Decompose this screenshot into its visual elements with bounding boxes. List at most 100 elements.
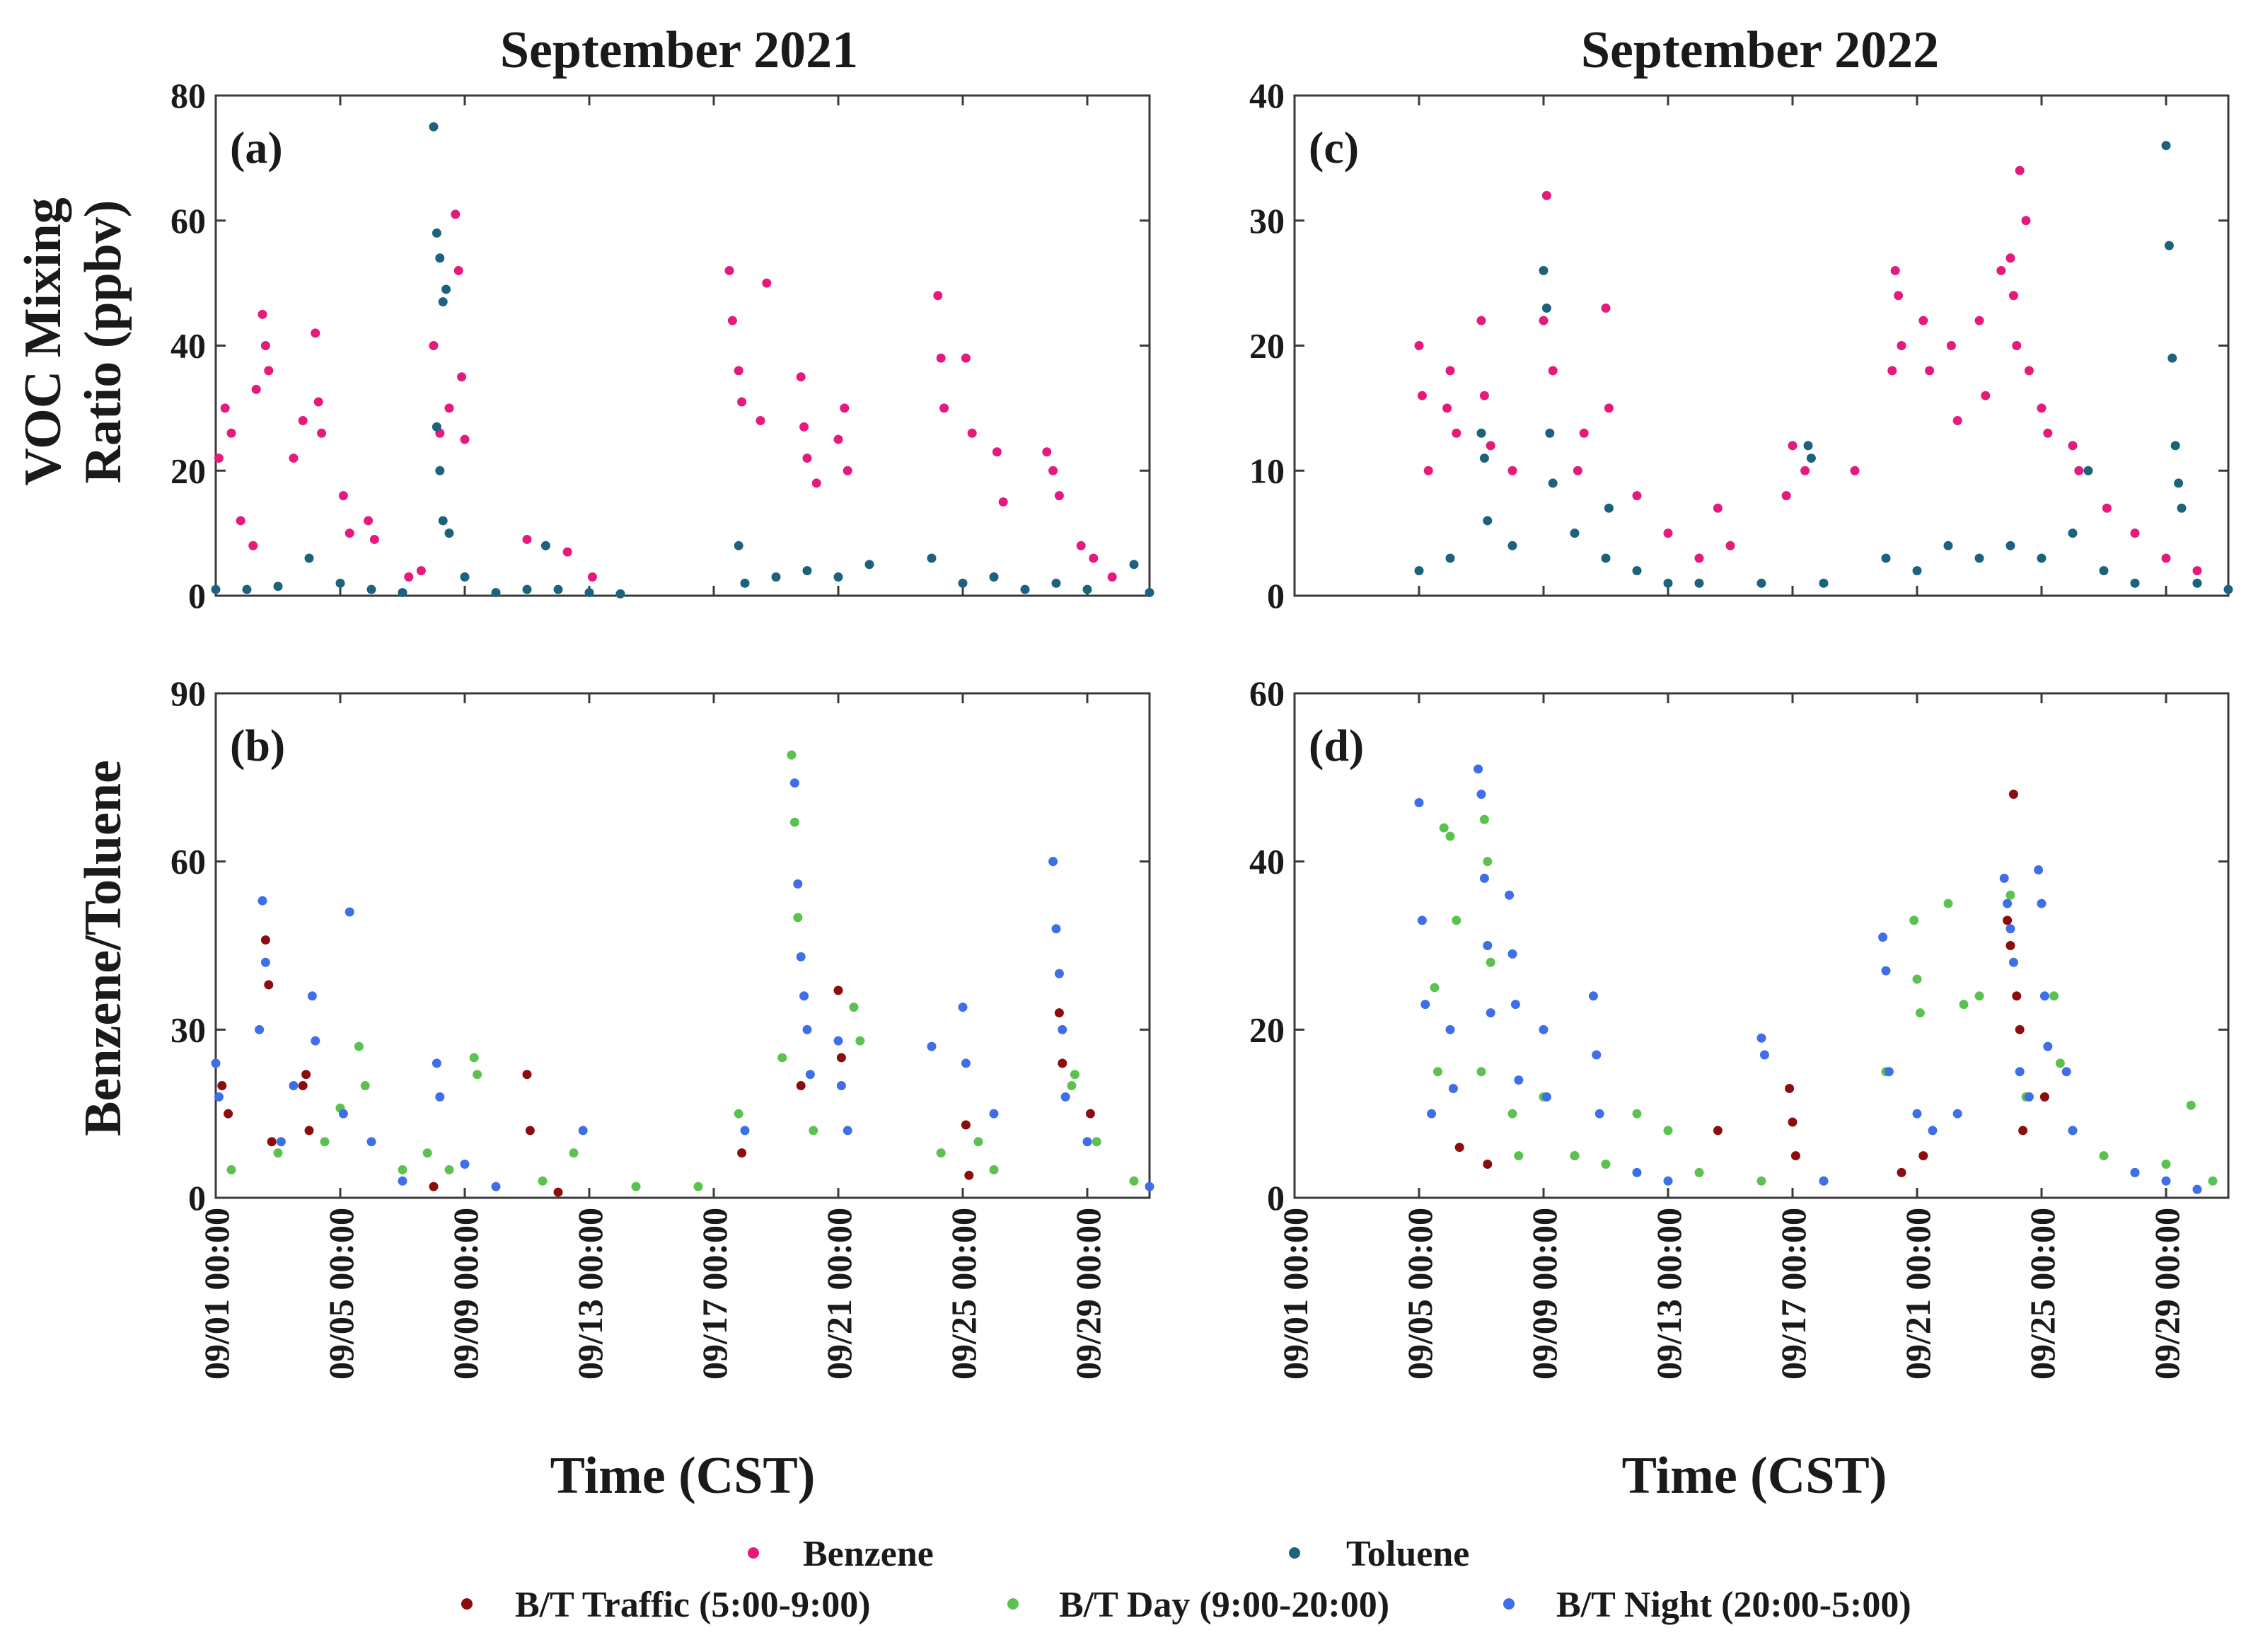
point-c-benzene-28 <box>1894 291 1904 301</box>
ytick-label-b-1: 30 <box>170 1010 206 1049</box>
point-c-toluene-4 <box>1483 516 1493 526</box>
point-a-benzene-27 <box>522 534 532 544</box>
point-c-benzene-6 <box>1476 316 1486 325</box>
point-c-benzene-23 <box>1788 441 1798 451</box>
point-b-bt_traffic-15 <box>836 1053 846 1063</box>
point-c-toluene-24 <box>2005 541 2015 550</box>
point-a-toluene-16 <box>460 572 470 582</box>
point-c-benzene-46 <box>2074 466 2084 475</box>
point-b-bt_night-15 <box>460 1159 470 1169</box>
point-b-bt_night-34 <box>1054 969 1064 978</box>
point-b-bt_traffic-20 <box>1085 1109 1095 1119</box>
ytick-label-d-3: 60 <box>1249 674 1285 713</box>
point-c-benzene-50 <box>2192 566 2202 576</box>
xtick-label-d-2: 09/09 00:00 <box>1524 1208 1564 1380</box>
point-c-toluene-1 <box>1445 553 1455 563</box>
point-c-benzene-35 <box>1981 391 1991 400</box>
point-a-toluene-1 <box>242 584 252 594</box>
point-d-bt_night-30 <box>1952 1109 1962 1119</box>
point-b-bt_traffic-6 <box>301 1070 311 1080</box>
point-d-bt_night-42 <box>2068 1126 2078 1136</box>
point-c-toluene-18 <box>1806 454 1816 463</box>
point-b-bt_day-22 <box>855 1036 865 1046</box>
point-b-bt_night-0 <box>211 1058 221 1068</box>
point-c-toluene-19 <box>1819 578 1829 588</box>
point-d-bt_day-9 <box>1507 1109 1517 1119</box>
point-a-toluene-29 <box>927 553 937 563</box>
point-a-benzene-18 <box>404 572 414 582</box>
point-c-benzene-4 <box>1445 366 1455 376</box>
point-b-bt_traffic-4 <box>267 1137 277 1147</box>
ylabel-benzene-toluene: Benzene/Toluene <box>74 760 132 1136</box>
point-d-bt_night-20 <box>1632 1167 1642 1177</box>
point-a-benzene-49 <box>998 497 1008 507</box>
point-c-toluene-29 <box>2130 578 2140 588</box>
point-a-benzene-2 <box>226 428 236 438</box>
point-a-toluene-22 <box>615 589 625 599</box>
point-c-toluene-22 <box>1943 541 1953 550</box>
point-a-toluene-5 <box>366 584 376 594</box>
point-d-bt_night-6 <box>1474 764 1483 774</box>
point-a-benzene-1 <box>220 403 230 413</box>
point-a-benzene-9 <box>289 454 299 463</box>
point-d-bt_night-34 <box>2008 957 2018 967</box>
point-b-bt_night-24 <box>805 1070 815 1080</box>
point-b-bt_night-14 <box>435 1092 445 1102</box>
xtick-label-b-3: 09/13 00:00 <box>570 1208 610 1380</box>
point-b-bt_night-8 <box>311 1036 320 1046</box>
point-b-bt_day-7 <box>422 1148 432 1158</box>
point-a-toluene-8 <box>432 228 441 238</box>
legend-marker-bt-night <box>1503 1598 1515 1610</box>
point-d-bt_night-7 <box>1476 790 1486 799</box>
xtick-label-d-7: 09/29 00:00 <box>2147 1208 2187 1380</box>
point-c-benzene-7 <box>1479 391 1489 400</box>
xtick-label-d-1: 09/05 00:00 <box>1400 1208 1440 1380</box>
point-d-bt_day-15 <box>1663 1126 1673 1136</box>
title-september-2022: September 2022 <box>1581 21 1939 79</box>
point-d-bt_day-22 <box>1915 1008 1925 1018</box>
point-c-benzene-24 <box>1800 466 1810 475</box>
point-b-bt_night-23 <box>802 1024 812 1034</box>
point-c-benzene-11 <box>1541 190 1551 200</box>
point-a-benzene-47 <box>967 428 977 438</box>
point-b-bt_traffic-10 <box>525 1126 535 1136</box>
point-b-bt_night-7 <box>307 991 317 1001</box>
point-b-bt_night-13 <box>432 1058 441 1068</box>
point-b-bt_night-26 <box>836 1081 846 1091</box>
point-d-bt_night-17 <box>1588 991 1598 1001</box>
xtick-label-b-1: 09/05 00:00 <box>321 1208 361 1380</box>
point-a-toluene-26 <box>802 566 812 576</box>
point-a-benzene-48 <box>992 447 1002 457</box>
point-c-toluene-6 <box>1539 265 1549 275</box>
point-d-bt_night-26 <box>1881 966 1891 976</box>
point-b-bt_day-18 <box>789 817 799 827</box>
plot-frame-c <box>1293 94 2230 597</box>
point-a-benzene-19 <box>416 566 426 576</box>
point-c-toluene-15 <box>1694 578 1704 588</box>
point-d-bt_day-26 <box>2005 890 2015 900</box>
point-c-benzene-17 <box>1632 491 1642 501</box>
ytick-label-d-1: 20 <box>1249 1010 1285 1049</box>
point-d-bt_night-9 <box>1483 941 1493 950</box>
xlabel-time-left: Time (CST) <box>550 1447 816 1505</box>
point-a-toluene-12 <box>432 422 441 432</box>
ytick-label-d-2: 40 <box>1249 842 1285 882</box>
point-d-bt_day-35 <box>2208 1176 2218 1186</box>
point-a-toluene-7 <box>429 122 439 132</box>
point-c-benzene-9 <box>1507 466 1517 475</box>
point-d-bt_night-12 <box>1507 949 1517 959</box>
point-a-benzene-41 <box>840 403 850 413</box>
point-d-bt_day-25 <box>1974 991 1984 1001</box>
point-b-bt_day-11 <box>538 1176 548 1186</box>
point-c-toluene-0 <box>1414 566 1424 576</box>
ytick-label-c-1: 10 <box>1249 451 1285 490</box>
point-c-benzene-36 <box>2005 253 2015 263</box>
point-c-benzene-10 <box>1539 316 1549 325</box>
point-d-bt_day-23 <box>1943 899 1953 908</box>
point-d-bt_traffic-13 <box>2015 1024 2025 1034</box>
point-d-bt_traffic-3 <box>1713 1126 1723 1136</box>
panel-b: 0 30 60 90 09/01 00:00 09/05 00:00 09/09 00:00… <box>170 674 1154 1380</box>
point-a-benzene-7 <box>260 341 270 350</box>
xtick-label-b-0: 09/01 00:00 <box>197 1208 236 1380</box>
ytick-label-b-0: 0 <box>188 1178 206 1218</box>
